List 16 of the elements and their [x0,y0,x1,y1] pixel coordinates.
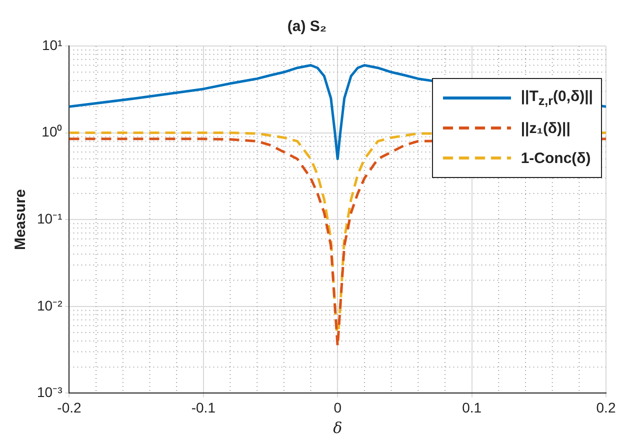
x-tick-label: 0 [334,399,342,416]
y-tick-label: 10¹ [42,36,63,53]
x-axis-title: δ [333,418,342,437]
chart-title: (a) S₂ [287,18,327,36]
y-tick-label: 10⁻² [37,297,63,314]
x-tick-label: -0.1 [191,399,216,416]
legend-label: 1-Conc(δ) [520,150,591,166]
legend-label: ||T$_{z,r}$(0,δ)|| [520,88,593,108]
y-tick-label: 10⁻³ [37,384,63,400]
legend-label: ||z₁(δ)|| [520,120,570,136]
y-tick-label: 10⁰ [42,124,62,140]
x-tick-label: 0.2 [596,399,616,416]
y-axis-title: Measure [12,189,30,250]
x-tick-label: -0.2 [57,399,82,416]
y-tick-label: 10⁻¹ [37,210,63,226]
x-tick-label: 0.1 [462,399,482,416]
